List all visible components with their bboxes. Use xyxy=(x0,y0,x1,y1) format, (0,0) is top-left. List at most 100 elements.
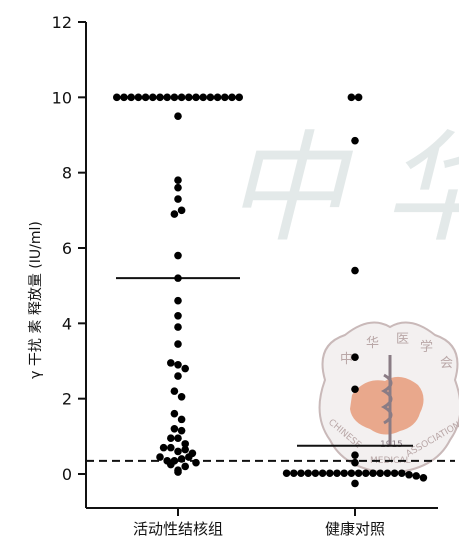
data-point xyxy=(181,445,189,454)
data-point xyxy=(405,470,413,479)
y-tick-label: 8 xyxy=(62,164,72,183)
data-point xyxy=(311,469,320,478)
data-point xyxy=(159,443,168,452)
data-point xyxy=(419,473,428,482)
x-category-label: 活动性结核组 xyxy=(133,520,223,538)
seal-char-5: 会 xyxy=(440,356,453,371)
data-point xyxy=(206,93,215,102)
data-point xyxy=(340,469,349,478)
y-tick-label: 6 xyxy=(62,239,72,258)
seal-logo: 中 华 医 学 会 CHINESE MEDICAL ASSOCIATION 19… xyxy=(318,321,459,475)
data-point xyxy=(185,453,193,461)
data-point xyxy=(177,392,186,401)
data-point xyxy=(347,93,356,102)
data-point xyxy=(174,468,182,476)
data-points xyxy=(113,93,428,488)
seal-char-3: 医 xyxy=(396,332,409,347)
data-point xyxy=(156,93,164,102)
data-point xyxy=(192,458,200,467)
data-point xyxy=(174,195,182,203)
data-point xyxy=(354,93,363,102)
data-point xyxy=(167,443,175,452)
data-point xyxy=(170,93,179,102)
data-point xyxy=(326,469,334,478)
data-point xyxy=(369,469,377,478)
data-point xyxy=(383,469,392,478)
data-point xyxy=(221,93,229,102)
data-point xyxy=(174,434,182,443)
data-point xyxy=(351,458,359,467)
watermark: 中 华 xyxy=(225,120,459,259)
seal-staff-icon xyxy=(380,355,393,445)
data-point xyxy=(297,469,305,478)
data-point xyxy=(362,469,370,478)
data-point xyxy=(181,440,189,448)
data-point xyxy=(134,93,143,102)
data-point xyxy=(213,93,222,102)
y-tick-label: 12 xyxy=(52,13,72,32)
data-point xyxy=(412,472,421,480)
data-point xyxy=(398,469,406,478)
data-point xyxy=(167,460,175,469)
data-point xyxy=(181,462,189,471)
data-point xyxy=(304,469,313,478)
data-point xyxy=(347,469,356,478)
data-point xyxy=(354,469,363,478)
data-point xyxy=(192,93,200,102)
data-point xyxy=(181,364,189,373)
data-point xyxy=(174,176,182,184)
data-point xyxy=(127,93,135,102)
data-point xyxy=(149,93,157,102)
y-tick-label: 0 xyxy=(62,465,72,484)
data-point xyxy=(174,340,182,348)
data-point xyxy=(318,469,327,478)
data-point xyxy=(174,312,182,320)
watermark-text: 中 华 xyxy=(225,120,459,259)
data-point xyxy=(174,274,182,282)
data-point xyxy=(376,469,385,478)
data-point xyxy=(290,469,298,478)
data-point xyxy=(174,372,182,380)
data-point xyxy=(177,415,186,424)
data-point xyxy=(156,453,164,461)
data-point xyxy=(351,266,359,275)
y-tick-label: 2 xyxy=(62,390,72,409)
data-point xyxy=(174,323,182,331)
data-point xyxy=(170,387,179,395)
data-point xyxy=(390,469,399,478)
data-point xyxy=(170,409,179,418)
data-point xyxy=(351,136,359,145)
data-point xyxy=(170,210,179,218)
data-point xyxy=(167,434,175,443)
data-point xyxy=(167,359,175,367)
data-point xyxy=(174,296,182,305)
data-point xyxy=(333,469,341,478)
data-point xyxy=(185,93,193,102)
data-point xyxy=(174,251,182,260)
y-tick-label: 4 xyxy=(62,314,72,333)
y-axis-title: γ 干扰 素 释放量 (IU/ml) xyxy=(28,221,44,379)
data-point xyxy=(170,425,179,433)
data-point xyxy=(174,183,182,192)
seal-char-4: 学 xyxy=(420,339,433,355)
data-point xyxy=(120,93,128,102)
data-point xyxy=(199,93,207,102)
data-point xyxy=(351,451,359,459)
data-point xyxy=(174,360,182,369)
data-point xyxy=(282,469,291,478)
data-point xyxy=(177,455,186,463)
data-point xyxy=(177,206,186,215)
data-point xyxy=(235,93,243,102)
seal-char-2: 华 xyxy=(366,336,379,351)
x-category-label: 健康对照 xyxy=(325,520,385,538)
seal-char-1: 中 xyxy=(340,352,353,367)
data-point xyxy=(174,447,182,456)
data-point xyxy=(228,93,236,102)
data-point xyxy=(351,479,359,488)
data-point xyxy=(177,426,186,435)
data-point xyxy=(177,93,186,102)
y-tick-label: 10 xyxy=(52,88,72,107)
axes: 0 2 4 6 8 10 12 活动性结核组 健康对照 xyxy=(52,13,438,538)
data-point xyxy=(141,93,150,102)
